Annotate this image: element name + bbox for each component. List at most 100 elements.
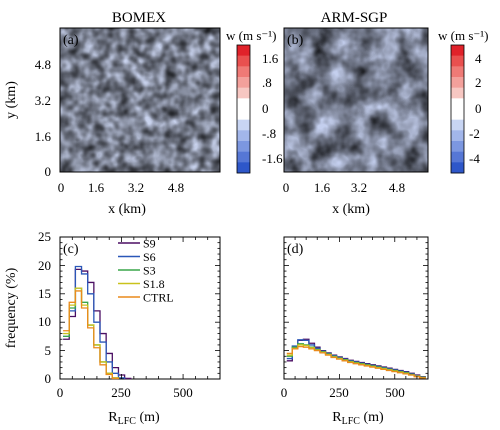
x-ticks-a: 0 1.6 3.2 4.8 <box>58 180 184 195</box>
x-axis-label-b: x (km) <box>332 202 370 217</box>
heatmap-a: BOMEX (a) 0 1.6 3.2 4.8 0 1.6 3.2 4.8 x … <box>4 10 221 217</box>
x-tick-label-d-1: 250 <box>329 385 349 400</box>
x-ticks-d: 0 250 500 <box>281 385 405 400</box>
colorbar-a-bands <box>237 45 250 174</box>
legend-label-s1-8: S1.8 <box>143 277 165 291</box>
panel-d-series-ctrl <box>286 345 426 379</box>
colorbar-band <box>451 77 464 88</box>
colorbar-band <box>237 66 250 78</box>
y-tick-label-a-2: 3.2 <box>35 93 51 108</box>
colorbar-band <box>237 87 250 99</box>
colorbar-band <box>237 98 250 110</box>
colorbar-band <box>451 162 464 174</box>
x-axis-label-d-sub: LFC <box>342 416 361 427</box>
colorbar-band <box>237 45 250 56</box>
y-tick-label-c-2: 10 <box>38 314 51 329</box>
colorbar-band <box>451 130 464 142</box>
x-tick-label-d-0: 0 <box>281 385 288 400</box>
line-chart-d: (d) 0 250 500 RLFC (m) <box>281 236 429 427</box>
x-axis-label-c: RLFC (m) <box>108 410 160 427</box>
colorbar-title-b: w (m s⁻¹) <box>438 28 488 43</box>
y-ticks-c: 0 5 10 15 20 25 <box>38 229 51 386</box>
x-tick-label-c-1: 250 <box>111 385 131 400</box>
panel-label-b: (b) <box>287 33 304 48</box>
colorbar-b-tick-4: -4 <box>469 151 480 166</box>
series-group-c <box>63 265 132 380</box>
panel-label-a: (a) <box>63 33 79 48</box>
colorbar-a-tick-0: 1.6 <box>262 51 279 66</box>
panel-c-series-s1-8 <box>63 287 120 379</box>
plot-frame-c <box>59 236 221 380</box>
x-axis-label-c-unit: (m) <box>136 410 160 425</box>
x-axis-label-d-main: R <box>332 410 342 425</box>
title-a: BOMEX <box>112 10 166 26</box>
legend-label-s9: S9 <box>143 237 156 251</box>
legend-label-s3: S3 <box>143 264 156 278</box>
x-axis-label-c-main: R <box>108 410 118 425</box>
colorbar-band <box>237 151 250 163</box>
x-tick-label-a-1: 1.6 <box>88 180 105 195</box>
y-tick-label-a-1: 1.6 <box>35 129 52 144</box>
colorbar-band <box>451 45 464 56</box>
colorbar-band <box>237 141 250 152</box>
ticks-d <box>283 236 429 380</box>
y-tick-label-c-3: 15 <box>38 286 51 301</box>
colorbar-band <box>451 98 464 110</box>
colorbar-band <box>237 55 250 67</box>
colorbar-a-tick-3: -.8 <box>262 126 276 141</box>
heatmap-a-frame <box>59 27 221 173</box>
colorbar-b-tick-2: 0 <box>475 101 482 116</box>
heatmap-b-downdrafts <box>284 28 428 172</box>
panel-label-c: (c) <box>63 242 79 257</box>
x-tick-label-b-2: 3.2 <box>351 180 367 195</box>
colorbar-band <box>451 55 464 67</box>
panel-c-series-ctrl <box>63 290 120 380</box>
legend-label-ctrl: CTRL <box>143 291 174 305</box>
x-axis-label-a: x (km) <box>108 202 146 217</box>
heatmap-b: ARM-SGP (b) 0 1.6 3.2 4.8 x (km) <box>283 10 429 217</box>
title-b: ARM-SGP <box>321 10 388 26</box>
legend-label-s6: S6 <box>143 250 156 264</box>
colorbar-band <box>237 130 250 142</box>
colorbar-b-frame <box>450 44 465 174</box>
x-tick-label-a-2: 3.2 <box>128 180 144 195</box>
x-tick-label-a-3: 4.8 <box>168 180 184 195</box>
x-axis-label-d: RLFC (m) <box>332 410 384 427</box>
x-tick-label-b-1: 1.6 <box>314 180 331 195</box>
x-tick-label-a-0: 0 <box>58 180 65 195</box>
x-ticks-c: 0 250 500 <box>57 385 193 400</box>
x-tick-label-d-2: 500 <box>385 385 405 400</box>
colorbar-band <box>451 66 464 78</box>
x-tick-label-c-2: 500 <box>173 385 193 400</box>
panel-label-d: (d) <box>287 242 304 257</box>
colorbar-title-a: w (m s⁻¹) <box>226 28 276 43</box>
colorbar-band <box>451 141 464 152</box>
colorbar-b-tick-3: -2 <box>469 126 480 141</box>
colorbar-band <box>237 119 250 131</box>
plot-frame-d <box>283 236 429 380</box>
x-tick-label-c-0: 0 <box>57 385 64 400</box>
line-chart-c: (c) 0 5 10 15 20 25 0 250 500 RLFC (m) f… <box>4 229 221 427</box>
colorbar-band <box>451 87 464 99</box>
x-tick-label-b-3: 4.8 <box>389 180 405 195</box>
colorbar-band <box>451 119 464 131</box>
colorbar-b: w (m s⁻¹) 4 2 0 -2 -4 <box>438 28 488 174</box>
colorbar-b-bands <box>451 45 464 174</box>
colorbar-a-tick-4: -1.6 <box>262 151 283 166</box>
ticks-c <box>59 236 221 380</box>
y-tick-label-c-5: 25 <box>38 229 51 244</box>
colorbar-a: w (m s⁻¹) 1.6 .8 0 -.8 -1.6 <box>226 28 283 174</box>
colorbar-a-tick-2: 0 <box>262 101 269 116</box>
colorbar-band <box>237 109 250 120</box>
heatmap-a-downdrafts <box>60 28 220 172</box>
x-axis-label-c-sub: LFC <box>118 416 137 427</box>
colorbar-band <box>237 162 250 174</box>
series-group-d <box>286 338 426 379</box>
colorbar-band <box>451 109 464 120</box>
y-tick-label-c-1: 5 <box>45 343 52 358</box>
y-tick-label-c-4: 20 <box>38 258 51 273</box>
y-tick-label-a-0: 0 <box>45 164 52 179</box>
colorbar-band <box>451 151 464 163</box>
